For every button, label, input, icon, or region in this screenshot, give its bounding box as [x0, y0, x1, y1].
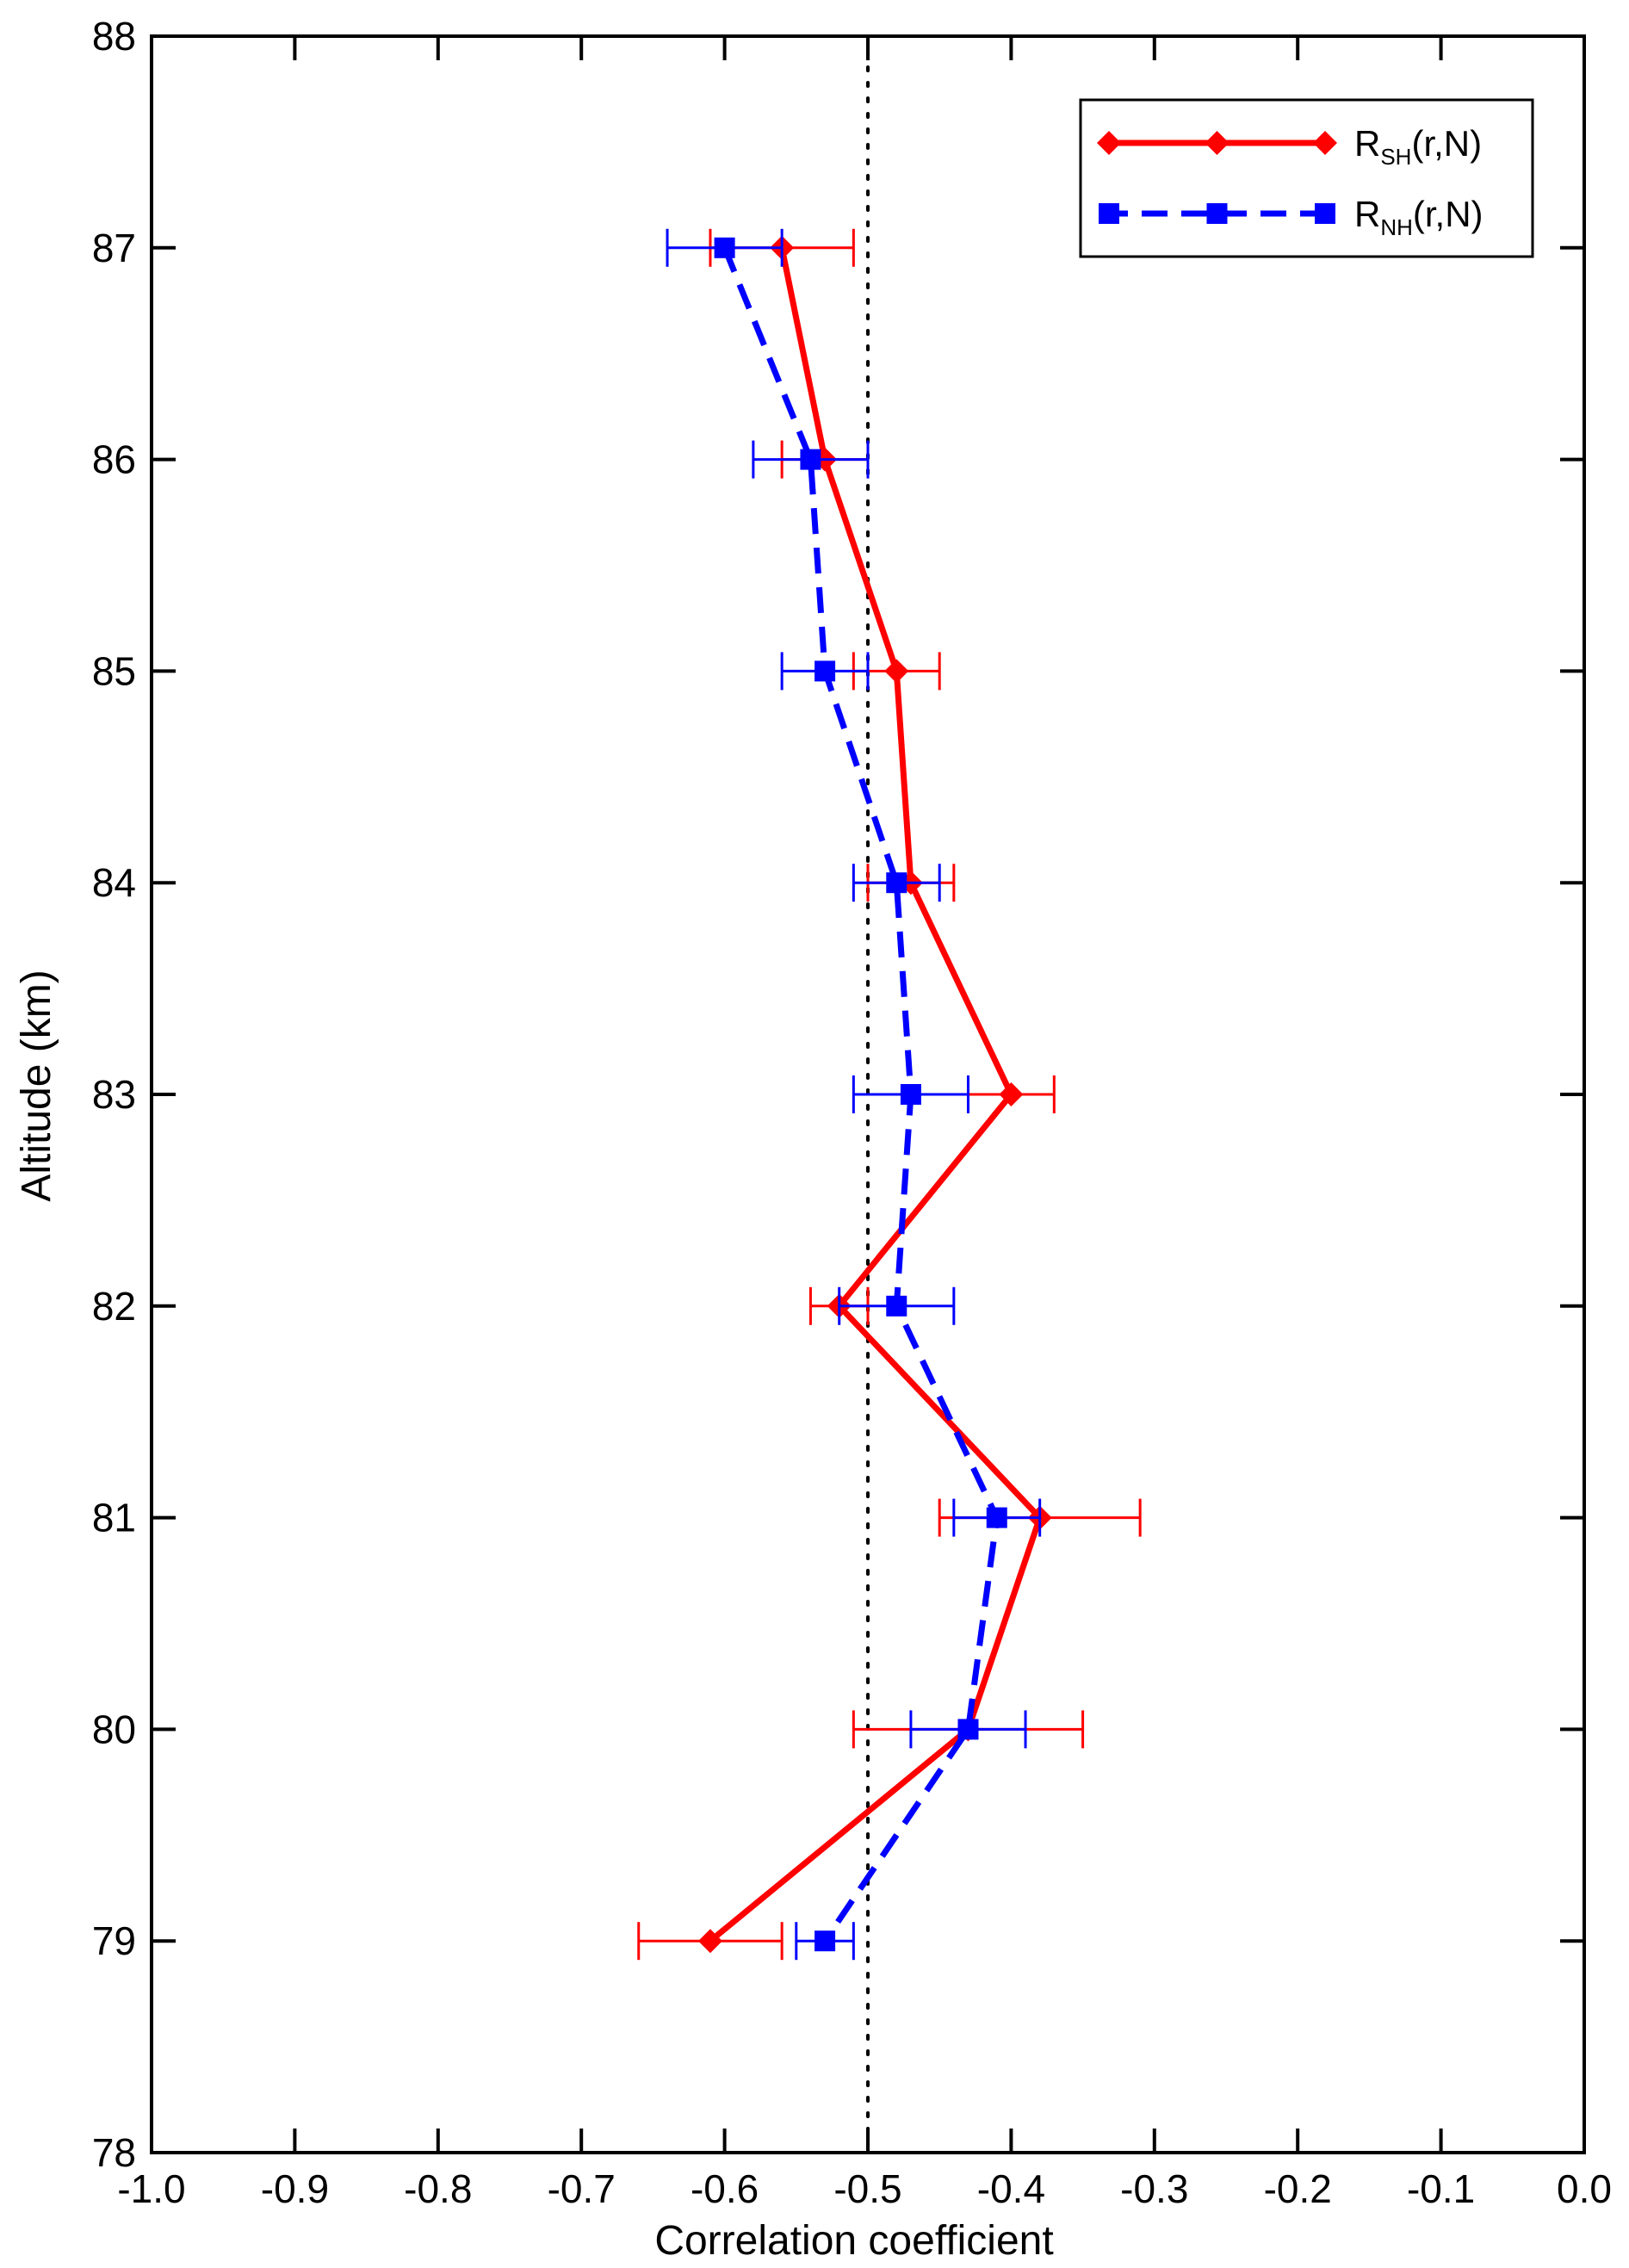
axes-layer: -1.0 -0.9 -0.8 -0.7 -0.6 -0.5 -0.4 -0.3 -0.2 -0.1…: [14, 14, 1612, 2264]
x-tick-label: -0.1: [1407, 2166, 1475, 2211]
legend-marker-nh: [1099, 203, 1119, 224]
data-point-sh: [999, 1082, 1024, 1106]
series-nh: [666, 228, 1042, 1961]
x-tick-label: -1.0: [117, 2166, 185, 2211]
x-tick-label: -0.4: [977, 2166, 1045, 2211]
legend-marker-sh: [1313, 131, 1337, 155]
legend-marker-nh: [1206, 203, 1228, 224]
legend-label-nh: RNH(r,N): [1354, 194, 1483, 240]
x-tick-label: -0.7: [548, 2166, 616, 2211]
y-tick-label: 82: [92, 1284, 136, 1329]
legend-marker-sh: [1097, 131, 1121, 155]
y-tick-label: 87: [92, 226, 136, 270]
x-tick-label: 0.0: [1557, 2166, 1612, 2211]
data-point-nh: [814, 660, 836, 682]
data-point-nh: [986, 1507, 1007, 1528]
data-point-sh: [884, 659, 909, 684]
y-tick-label: 84: [92, 860, 136, 905]
data-point-nh: [957, 1719, 979, 1740]
series-layer: [637, 228, 1142, 1961]
y-tick-label: 83: [92, 1072, 136, 1117]
y-axis-title: Altitude (km): [14, 970, 59, 1201]
legend-marker-nh: [1315, 203, 1335, 224]
x-tick-label: -0.5: [833, 2166, 901, 2211]
data-point-nh: [900, 1084, 921, 1105]
data-point-nh: [714, 237, 735, 258]
x-tick-label: -0.9: [261, 2166, 329, 2211]
legend: RSH(r,N) RNH(r,N): [1079, 98, 1534, 258]
x-tick-label: -0.2: [1264, 2166, 1332, 2211]
data-point-nh: [886, 872, 907, 894]
legend-box: [1079, 98, 1534, 258]
y-tick-label: 80: [92, 1707, 136, 1751]
data-point-nh: [800, 449, 821, 470]
legend-label-sh: RSH(r,N): [1354, 123, 1482, 170]
x-tick-label: -0.8: [404, 2166, 472, 2211]
x-axis-title: Correlation coefficient: [654, 2218, 1053, 2264]
data-point-sh: [697, 1929, 722, 1954]
data-point-nh: [886, 1295, 907, 1317]
y-tick-label: 79: [92, 1918, 136, 1963]
legend-marker-sh: [1205, 131, 1229, 155]
data-point-nh: [814, 1930, 836, 1952]
y-tick-label: 78: [92, 2130, 136, 2175]
x-tick-label: -0.3: [1120, 2166, 1188, 2211]
y-tick-label: 85: [92, 648, 136, 693]
y-tick-label: 86: [92, 437, 136, 482]
y-tick-label: 81: [92, 1496, 136, 1540]
y-tick-label: 88: [92, 14, 136, 59]
x-tick-label: -0.6: [691, 2166, 759, 2211]
